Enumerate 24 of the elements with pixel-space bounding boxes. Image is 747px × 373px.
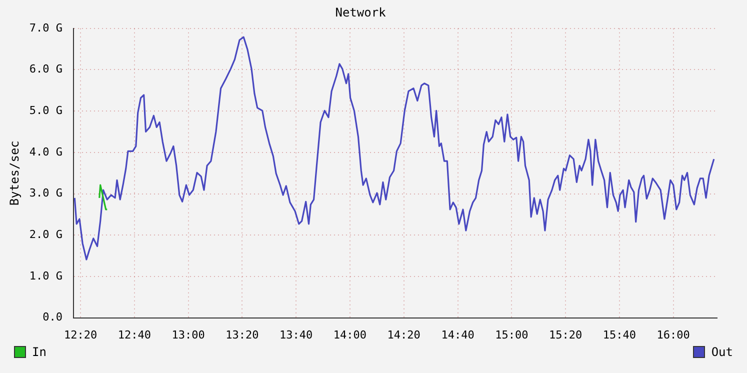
- y-tick-label: 7.0 G: [29, 21, 63, 34]
- x-tick-label: 15:20: [548, 328, 582, 342]
- y-tick-label: 4.0 G: [29, 145, 63, 158]
- x-tick-label: 13:20: [226, 328, 259, 342]
- y-tick-label: 0.0: [42, 310, 63, 324]
- x-tick-label: 14:40: [441, 328, 474, 342]
- y-tick-label: 6.0 G: [29, 62, 63, 76]
- x-tick-label: 14:00: [333, 328, 367, 342]
- x-tick-label: 14:20: [387, 328, 420, 342]
- y-tick-label: 1.0 G: [29, 269, 63, 282]
- y-tick-label: 3.0 G: [29, 186, 63, 200]
- chart-title: Network: [335, 5, 387, 20]
- y-tick-label: 5.0 G: [29, 104, 63, 117]
- x-tick-label: 12:40: [118, 328, 151, 342]
- x-tick-label: 15:00: [495, 328, 528, 342]
- legend-label: In: [32, 345, 46, 359]
- x-tick-label: 13:00: [172, 328, 205, 342]
- y-axis-title: Bytes/sec: [7, 140, 22, 206]
- y-tick-label: 2.0 G: [29, 228, 63, 241]
- x-tick-label: 15:40: [602, 328, 636, 342]
- x-tick-label: 12:20: [64, 328, 98, 342]
- legend-label: Out: [711, 345, 733, 359]
- x-tick-label: 13:40: [280, 328, 313, 342]
- x-tick-label: 16:00: [656, 328, 690, 342]
